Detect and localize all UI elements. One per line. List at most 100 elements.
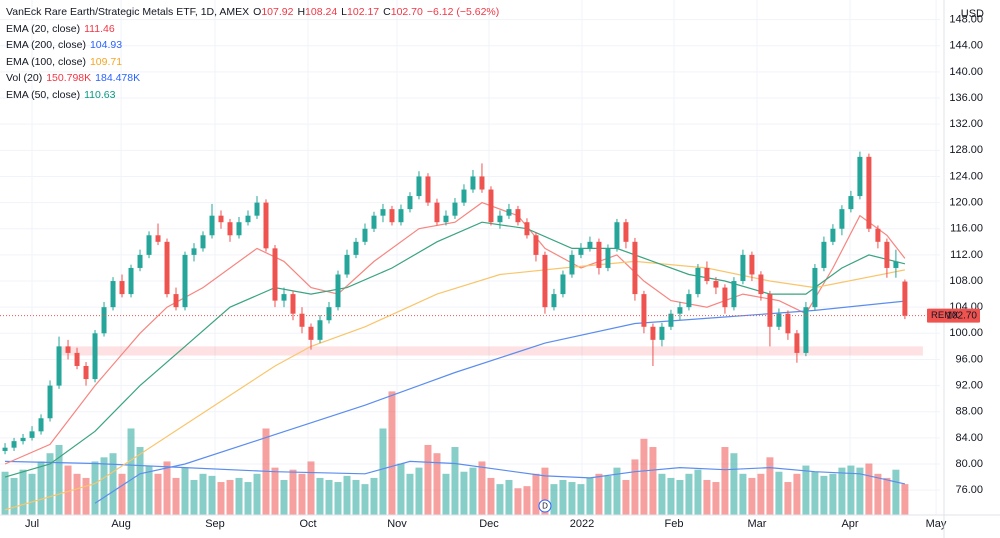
volume-bar: [55, 444, 63, 515]
volume-bar: [91, 461, 99, 515]
candle-body: [452, 202, 458, 216]
legend-value: 109.71: [89, 55, 123, 68]
volume-bar: [874, 473, 882, 515]
volume-bar: [721, 447, 729, 515]
candle-body: [587, 241, 593, 249]
symbol-label: REMX: [931, 310, 959, 321]
candle-body: [767, 294, 773, 327]
y-tick-label: 84.00: [955, 432, 983, 444]
candle-body: [227, 222, 233, 236]
volume-bar: [793, 473, 801, 515]
y-tick-label: 92.00: [955, 380, 983, 392]
y-tick-label: 80.00: [955, 458, 983, 470]
legend-name: Vol (20): [6, 72, 43, 84]
volume-bar: [325, 479, 333, 515]
legend-name: EMA (100, close): [6, 55, 86, 68]
volume-bar: [676, 479, 684, 515]
candle-body: [65, 346, 71, 353]
y-tick-label: 128.00: [949, 144, 983, 156]
candle-body: [200, 235, 206, 249]
volume-bar: [235, 477, 243, 515]
volume-bar: [172, 477, 180, 515]
price-pane: [2, 151, 923, 511]
candle-body: [722, 287, 728, 308]
candle-body: [875, 228, 881, 242]
candle-body: [317, 320, 323, 340]
candle-body: [668, 313, 674, 327]
volume-bar: [685, 473, 693, 515]
candle-body: [740, 254, 746, 282]
candle-body: [542, 254, 548, 308]
ohlc-value: 107.92: [261, 6, 294, 18]
volume-bar: [784, 482, 792, 515]
candle-body: [11, 441, 17, 448]
candle-body: [893, 261, 899, 268]
volume-bar: [64, 465, 72, 515]
candle-body: [83, 365, 89, 380]
y-tick-label: 96.00: [955, 353, 983, 365]
candle-body: [128, 267, 134, 295]
volume-bar: [829, 473, 837, 515]
candle-body: [164, 241, 170, 295]
candle-body: [299, 313, 305, 327]
volume-bar: [46, 453, 54, 515]
x-tick-label: May: [926, 518, 947, 530]
candle-body: [416, 176, 422, 197]
x-tick-label: Feb: [665, 518, 684, 530]
candle-body: [29, 431, 35, 438]
candle-body: [857, 156, 863, 197]
indicator-line: [4, 221, 906, 478]
candle-body: [578, 248, 584, 255]
y-tick-label: 136.00: [949, 92, 983, 104]
volume-bar: [226, 479, 234, 515]
ohlc-value: 102.17: [347, 6, 380, 18]
event-marker: [538, 499, 552, 513]
volume-bar: [352, 479, 360, 515]
ohlc-key: H: [297, 6, 306, 18]
volume-bar: [514, 488, 522, 515]
instrument-title: VanEck Rare Earth/Strategic Metals ETF, …: [6, 6, 250, 18]
volume-bar: [415, 467, 423, 515]
x-tick-label: Apr: [841, 518, 858, 530]
candle-body: [848, 196, 854, 210]
volume-bar: [28, 473, 36, 515]
volume-bar: [883, 477, 891, 515]
volume-bar: [199, 473, 207, 515]
volume-bar: [802, 465, 810, 515]
candle-body: [794, 333, 800, 353]
candle-body: [92, 333, 98, 380]
candle-body: [137, 254, 143, 268]
candle-body: [596, 241, 602, 268]
ohlc-value: 102.70: [390, 6, 423, 18]
candle-body: [632, 241, 638, 295]
volume-bar: [730, 453, 738, 515]
candle-body: [902, 281, 908, 316]
volume-bar: [622, 479, 630, 515]
y-tick-label: 120.00: [949, 197, 983, 209]
candle-body: [146, 235, 152, 255]
candle-body: [839, 209, 845, 229]
volume-bar: [217, 482, 225, 515]
legend-row: EMA (20, close) 111.46: [6, 21, 503, 38]
volume-bar: [667, 477, 675, 515]
volume-bar: [163, 461, 171, 515]
volume-bar: [577, 484, 585, 515]
volume-bar: [469, 467, 477, 515]
candle-body: [389, 209, 395, 223]
candle-body: [398, 209, 404, 223]
volume-bar: [505, 479, 513, 515]
candle-body: [371, 215, 377, 229]
x-tick-label: Jul: [25, 518, 39, 530]
volume-bar: [487, 477, 495, 515]
volume-bar: [154, 473, 162, 515]
volume-bar: [559, 479, 567, 515]
volume-bar: [82, 477, 90, 515]
candle-body: [686, 294, 692, 308]
candle-body: [812, 267, 818, 308]
volume-bar: [253, 473, 261, 515]
candle-body: [344, 254, 350, 275]
volume-bar: [307, 461, 315, 515]
volume-bar: [694, 469, 702, 515]
